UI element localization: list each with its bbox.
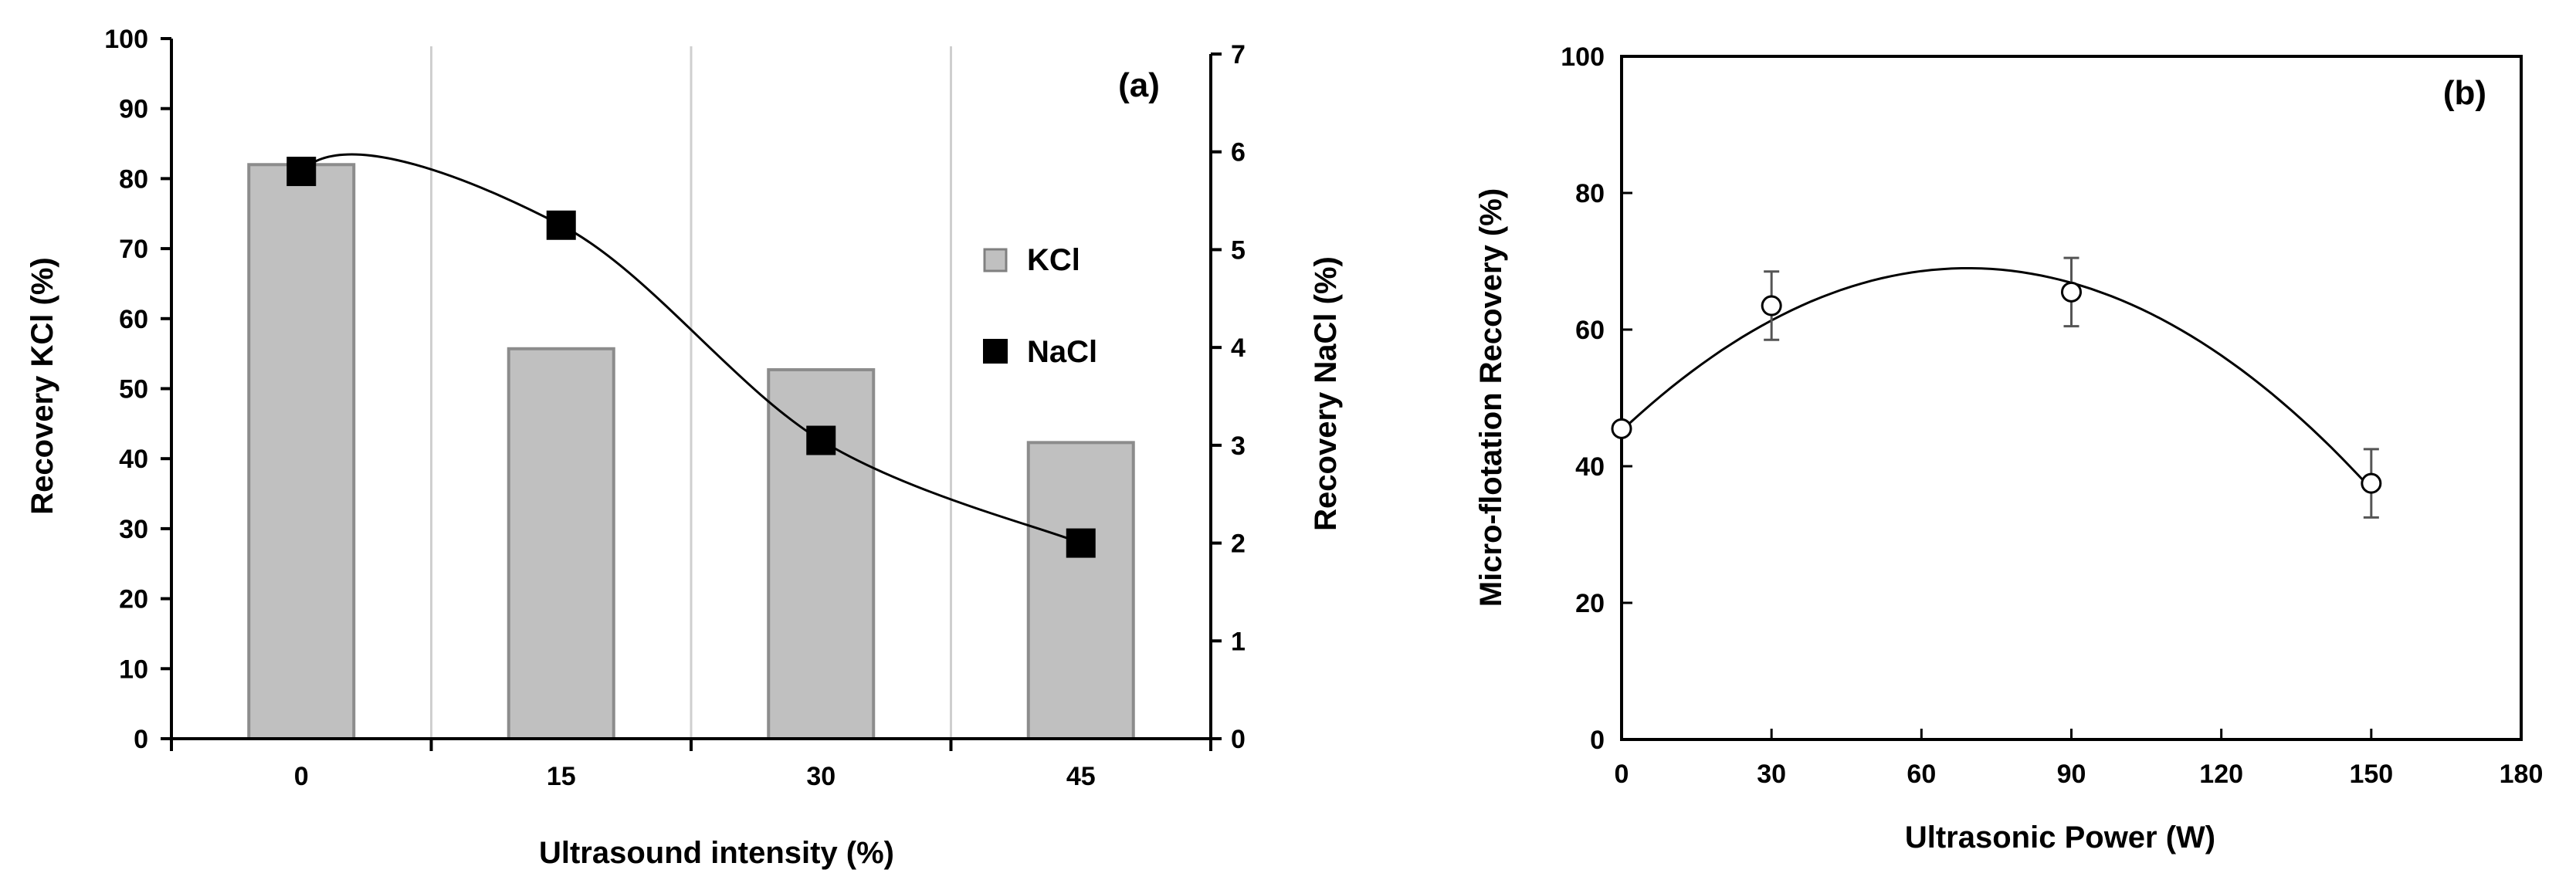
legend-nacl-label: NaCl (1027, 335, 1097, 369)
nacl-marker-15 (546, 210, 576, 240)
fit-curve-b (1620, 267, 2372, 490)
data-points-b (1611, 281, 2382, 494)
left-tick-label-80: 80 (119, 164, 148, 194)
right-tick-label-2: 2 (1231, 530, 1246, 559)
left-tick-label-60: 60 (119, 305, 148, 334)
b-x-tick-label-60: 60 (1907, 760, 1936, 789)
plot-frame-b (1620, 55, 2523, 741)
b-x-tick-label-0: 0 (1615, 760, 1629, 789)
y-ticks-b: 0 20 40 60 80 100 (1561, 42, 1632, 755)
x-tick-label-0: 0 (294, 762, 309, 791)
kcl-bar-30 (767, 368, 876, 740)
left-tick-label-10: 10 (119, 655, 148, 684)
left-tick-label-20: 20 (119, 585, 148, 614)
b-x-tick-label-30: 30 (1757, 760, 1786, 789)
panel-label-a: (a) (1118, 66, 1160, 104)
b-x-tick-label-120: 120 (2199, 760, 2243, 789)
right-tick-label-7: 7 (1231, 40, 1246, 69)
y-axis-title-b: Micro-flotation Recovery (%) (1474, 188, 1508, 607)
left-tick-label-0: 0 (134, 725, 148, 754)
x-ticks-b: 0 30 60 90 120 150 180 (1615, 729, 2544, 789)
x-tick-label-45: 45 (1066, 762, 1096, 791)
right-tick-label-1: 1 (1231, 627, 1246, 656)
right-y-ticks: 0 1 2 3 4 5 6 7 (1211, 40, 1246, 754)
right-tick-label-5: 5 (1231, 235, 1246, 265)
vertical-gridlines (430, 46, 952, 739)
legend-kcl-label: KCl (1027, 243, 1080, 277)
kcl-bar-15 (507, 347, 615, 740)
data-point-30 (1761, 295, 1782, 316)
left-tick-label-50: 50 (119, 375, 148, 404)
x-tick-label-30: 30 (806, 762, 836, 791)
left-tick-label-100: 100 (104, 25, 148, 54)
chart-panel-b: 0 20 40 60 80 100 0 30 60 90 120 150 180 (b) Ultras… (1474, 42, 2543, 854)
left-tick-label-90: 90 (119, 95, 148, 124)
b-x-tick-label-180: 180 (2500, 760, 2544, 789)
left-tick-label-30: 30 (119, 515, 148, 544)
x-ticks-a: 0 15 30 45 (170, 739, 1212, 791)
nacl-markers (286, 157, 1096, 558)
right-tick-label-3: 3 (1231, 431, 1246, 461)
right-tick-label-4: 4 (1231, 333, 1246, 363)
left-tick-label-70: 70 (119, 235, 148, 264)
x-axis-title-b: Ultrasonic Power (W) (1905, 821, 2215, 854)
data-point-150 (2361, 472, 2382, 494)
data-point-0 (1611, 418, 1632, 439)
b-y-tick-label-80: 80 (1575, 179, 1605, 208)
b-y-tick-label-40: 40 (1575, 452, 1605, 482)
legend-nacl-swatch (983, 339, 1008, 364)
nacl-marker-0 (286, 157, 317, 187)
y-axis-title-right: Recovery NaCl (%) (1309, 256, 1343, 531)
b-x-tick-label-150: 150 (2349, 760, 2393, 789)
left-tick-label-40: 40 (119, 445, 148, 474)
data-point-90 (2061, 281, 2082, 303)
b-x-tick-label-90: 90 (2057, 760, 2086, 789)
nacl-marker-30 (806, 425, 836, 455)
x-axis-title-a: Ultrasound intensity (%) (539, 836, 894, 870)
b-y-tick-label-60: 60 (1575, 316, 1605, 345)
right-tick-label-0: 0 (1231, 725, 1246, 754)
nacl-trend-curve (300, 153, 1082, 544)
nacl-marker-45 (1066, 528, 1096, 558)
b-y-tick-label-20: 20 (1575, 589, 1605, 618)
y-axis-title-left: Recovery KCl (%) (25, 257, 59, 514)
kcl-bar-0 (247, 163, 356, 740)
x-tick-label-15: 15 (547, 762, 576, 791)
left-y-ticks: 0 10 20 30 40 50 60 70 80 90 100 (104, 25, 171, 754)
b-y-tick-label-0: 0 (1590, 726, 1605, 755)
kcl-bar-45 (1026, 441, 1135, 740)
legend-a: KCl NaCl (983, 243, 1097, 369)
b-y-tick-label-100: 100 (1561, 42, 1605, 72)
right-tick-label-6: 6 (1231, 138, 1246, 168)
legend-kcl-swatch (983, 248, 1008, 272)
panel-label-b: (b) (2443, 74, 2486, 112)
